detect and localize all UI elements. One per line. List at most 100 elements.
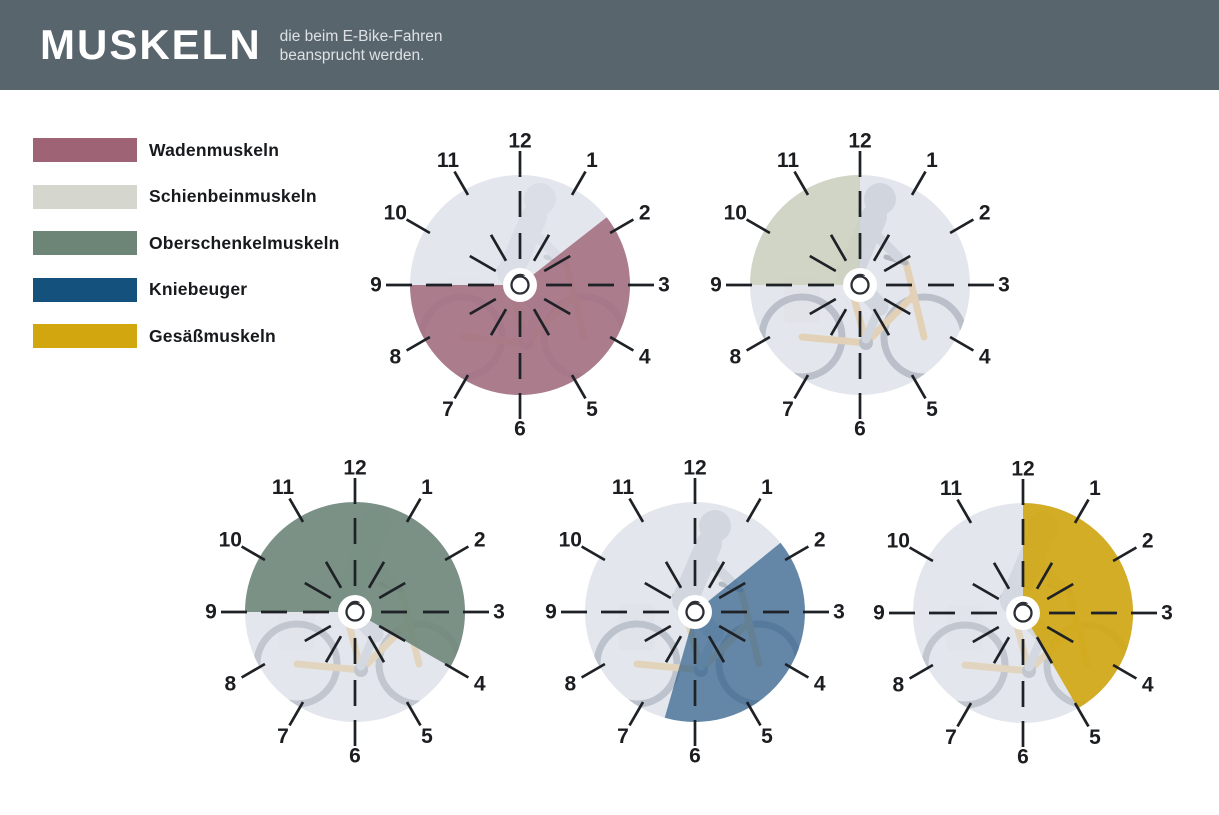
svg-text:12: 12 bbox=[848, 130, 871, 153]
svg-text:1: 1 bbox=[421, 476, 433, 499]
svg-text:7: 7 bbox=[442, 398, 454, 421]
svg-text:4: 4 bbox=[474, 673, 486, 696]
svg-text:4: 4 bbox=[1142, 674, 1154, 697]
brand-logo-icon bbox=[843, 268, 877, 302]
svg-text:11: 11 bbox=[437, 149, 460, 172]
svg-text:2: 2 bbox=[1142, 530, 1154, 553]
legend-item-wadenmuskeln: Wadenmuskeln bbox=[33, 138, 340, 162]
hour-ticks bbox=[386, 151, 654, 419]
clock-schienbeinmuskeln: 12 1 2 3 4 5 6 7 8 9 10 11 bbox=[700, 125, 1020, 445]
svg-text:10: 10 bbox=[384, 202, 407, 225]
clock-wadenmuskeln: 12 1 2 3 4 5 6 7 8 9 10 11 bbox=[360, 125, 680, 445]
legend-item-oberschenkelmuskeln: Oberschenkelmuskeln bbox=[33, 231, 340, 255]
legend-swatch bbox=[33, 138, 137, 162]
svg-text:2: 2 bbox=[979, 202, 991, 225]
svg-text:7: 7 bbox=[782, 398, 794, 421]
hour-ticks bbox=[561, 478, 829, 746]
svg-text:7: 7 bbox=[617, 725, 629, 748]
muscle-active-wedge bbox=[1023, 503, 1134, 709]
muscle-active-wedge bbox=[664, 542, 805, 722]
svg-text:9: 9 bbox=[710, 274, 722, 297]
svg-text:5: 5 bbox=[421, 725, 433, 748]
svg-text:5: 5 bbox=[586, 398, 598, 421]
svg-text:11: 11 bbox=[940, 477, 963, 500]
brand-logo-icon bbox=[678, 595, 712, 629]
svg-text:1: 1 bbox=[1089, 477, 1101, 500]
svg-text:4: 4 bbox=[979, 346, 991, 369]
page-subtitle-line1: die beim E-Bike-Fahren bbox=[279, 27, 443, 45]
svg-text:5: 5 bbox=[1089, 726, 1101, 749]
svg-text:8: 8 bbox=[892, 674, 904, 697]
svg-text:10: 10 bbox=[219, 529, 242, 552]
svg-text:10: 10 bbox=[724, 202, 747, 225]
hour-ticks bbox=[221, 478, 489, 746]
svg-text:3: 3 bbox=[998, 274, 1010, 297]
brand-logo-icon bbox=[1006, 596, 1040, 630]
svg-text:6: 6 bbox=[689, 745, 701, 768]
svg-text:9: 9 bbox=[545, 601, 557, 624]
svg-text:6: 6 bbox=[1017, 746, 1029, 769]
clock-kniebeuger: 12 1 2 3 4 5 6 7 8 9 10 11 bbox=[535, 452, 855, 772]
hour-ticks bbox=[889, 479, 1157, 747]
svg-text:12: 12 bbox=[343, 457, 366, 480]
svg-text:1: 1 bbox=[761, 476, 773, 499]
brand-logo-icon bbox=[503, 268, 537, 302]
hour-ticks bbox=[726, 151, 994, 419]
legend-swatch bbox=[33, 184, 137, 209]
svg-text:2: 2 bbox=[814, 529, 826, 552]
page-subtitle: die beim E-Bike-Fahren beansprucht werde… bbox=[280, 27, 443, 66]
svg-text:6: 6 bbox=[514, 418, 526, 441]
clock-oberschenkelmuskeln: 12 1 2 3 4 5 6 7 8 9 10 11 bbox=[195, 452, 515, 772]
legend-swatch bbox=[33, 277, 137, 302]
svg-text:10: 10 bbox=[559, 529, 582, 552]
muscle-active-wedge bbox=[410, 217, 630, 395]
svg-text:3: 3 bbox=[833, 601, 845, 624]
svg-text:4: 4 bbox=[814, 673, 826, 696]
clock-gesaessmuskeln: 12 1 2 3 4 5 6 7 8 9 10 11 bbox=[863, 453, 1183, 773]
svg-text:8: 8 bbox=[729, 346, 741, 369]
svg-text:9: 9 bbox=[873, 602, 885, 625]
legend-label: Gesäßmuskeln bbox=[149, 325, 276, 346]
svg-text:1: 1 bbox=[586, 149, 598, 172]
svg-text:5: 5 bbox=[926, 398, 938, 421]
svg-text:12: 12 bbox=[1011, 458, 1034, 481]
svg-text:3: 3 bbox=[493, 601, 505, 624]
svg-text:2: 2 bbox=[639, 202, 651, 225]
svg-text:3: 3 bbox=[658, 274, 670, 297]
svg-text:2: 2 bbox=[474, 529, 486, 552]
svg-text:4: 4 bbox=[639, 346, 651, 369]
svg-text:6: 6 bbox=[854, 418, 866, 441]
svg-text:8: 8 bbox=[389, 346, 401, 369]
legend-swatch bbox=[33, 231, 137, 255]
legend-label: Oberschenkelmuskeln bbox=[149, 232, 340, 253]
legend-swatch bbox=[33, 324, 137, 348]
svg-text:11: 11 bbox=[272, 476, 295, 499]
legend-item-kniebeuger: Kniebeuger bbox=[33, 277, 340, 302]
legend-label: Schienbeinmuskeln bbox=[149, 186, 317, 206]
svg-text:10: 10 bbox=[887, 530, 910, 553]
brand-logo-icon bbox=[338, 595, 372, 629]
svg-text:7: 7 bbox=[945, 726, 957, 749]
page-subtitle-line2: beansprucht werden. bbox=[279, 47, 425, 64]
svg-text:11: 11 bbox=[777, 149, 800, 172]
svg-text:8: 8 bbox=[564, 673, 576, 696]
svg-text:9: 9 bbox=[205, 601, 217, 624]
muscle-active-wedge bbox=[750, 175, 860, 285]
svg-text:8: 8 bbox=[224, 673, 236, 696]
svg-text:9: 9 bbox=[370, 274, 382, 297]
svg-text:11: 11 bbox=[612, 476, 635, 499]
legend: Wadenmuskeln Schienbeinmuskeln Oberschen… bbox=[33, 138, 340, 371]
legend-label: Wadenmuskeln bbox=[149, 139, 280, 160]
svg-text:12: 12 bbox=[508, 130, 531, 153]
page-title: MUSKELN bbox=[40, 21, 262, 68]
